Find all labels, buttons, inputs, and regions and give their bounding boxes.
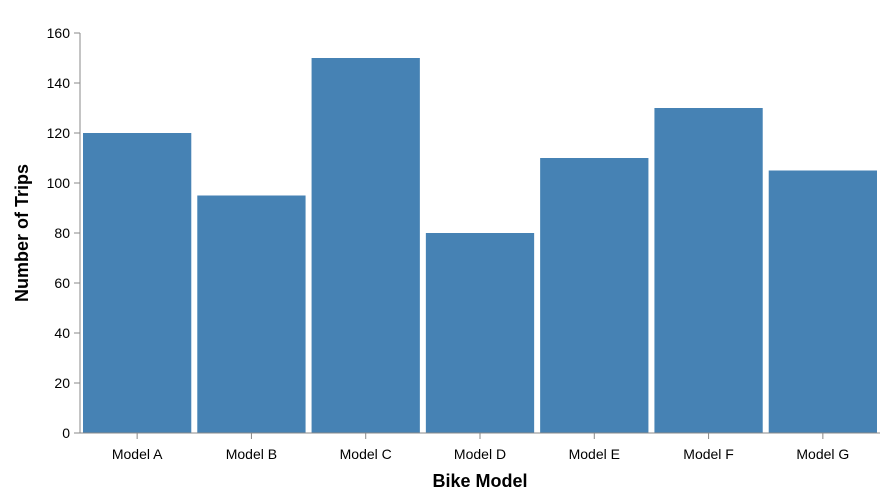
bar-model-f (654, 108, 763, 433)
bar-model-b (197, 195, 306, 433)
bars (83, 58, 877, 433)
x-axis-title: Bike Model (432, 471, 527, 491)
y-tick-label: 160 (47, 25, 71, 41)
y-tick-label: 80 (54, 225, 70, 241)
y-tick-label: 60 (54, 275, 70, 291)
y-tick-label: 40 (54, 325, 70, 341)
x-axis: Model A Model B Model C Model D Model E Model… (80, 432, 880, 462)
y-axis-title: Number of Trips (12, 164, 32, 302)
bar-model-c (311, 58, 420, 433)
bar-model-e (540, 158, 649, 433)
x-tick-label: Model D (454, 446, 506, 462)
x-tick-label: Model B (226, 446, 277, 462)
x-tick-label: Model C (340, 446, 392, 462)
x-tick-label: Model A (112, 446, 163, 462)
y-tick-label: 120 (47, 125, 71, 141)
bar-model-g (768, 170, 877, 433)
x-tick-label: Model G (796, 446, 849, 462)
x-tick-label: Model F (683, 446, 734, 462)
y-tick-label: 0 (62, 425, 70, 441)
y-tick-label: 20 (54, 375, 70, 391)
y-tick-label: 140 (47, 75, 71, 91)
x-tick-label: Model E (569, 446, 620, 462)
bar-model-d (425, 233, 535, 433)
bar-model-a (83, 133, 192, 433)
y-tick-label: 100 (47, 175, 71, 191)
y-axis: 0 20 40 60 80 100 120 140 160 (47, 25, 81, 441)
